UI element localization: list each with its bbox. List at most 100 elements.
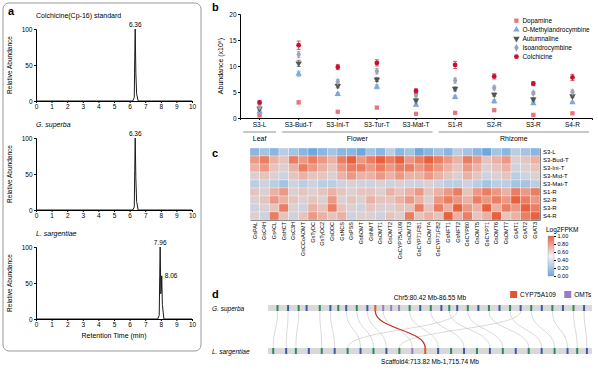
y-axis: 050100 [22, 244, 37, 323]
tick: 0.80 [554, 241, 568, 247]
series [257, 51, 574, 111]
point [452, 93, 458, 99]
gene [440, 305, 442, 311]
tick: 8 [159, 319, 163, 328]
point [492, 74, 497, 79]
cell [356, 196, 366, 204]
legend-label: Isoandrocymbine [522, 44, 572, 52]
gene [488, 305, 490, 311]
cell [472, 156, 482, 164]
cell [424, 188, 434, 196]
cell [279, 188, 289, 196]
tick: 10 [229, 63, 240, 70]
cell [347, 212, 357, 220]
gene [398, 305, 400, 311]
cell [414, 196, 424, 204]
cell [356, 212, 366, 220]
tick-label: S3-Ini-T [543, 165, 565, 171]
legend-label: OMTs [574, 291, 592, 298]
cell [472, 148, 482, 156]
gene [385, 348, 387, 354]
tick: GsAT1 [513, 220, 519, 239]
tick-mark [34, 210, 36, 211]
gene [285, 348, 287, 354]
tick-mark [34, 174, 36, 175]
tick: GsOMT5 [474, 220, 480, 244]
cell [347, 156, 357, 164]
tick-label: 4 [97, 321, 101, 328]
cell [530, 172, 540, 180]
cell [501, 156, 511, 164]
tick-mark [554, 252, 556, 253]
cell [395, 164, 405, 172]
tick-label: GsCYP71FB1 [416, 222, 422, 257]
legend: DopamineO-MethylandrocymbineAutumnalineI… [513, 17, 590, 60]
peak-label: 7.96 [154, 239, 167, 246]
cell [472, 180, 482, 188]
cell [260, 156, 270, 164]
tick-label: 2 [66, 321, 70, 328]
cell [318, 188, 328, 196]
synteny-link [531, 311, 554, 348]
cell [463, 148, 473, 156]
cell [511, 172, 521, 180]
tick: 3 [81, 319, 85, 328]
species-label: L. sargentiae [212, 348, 250, 356]
tick-label: GsCYP75A109 [397, 222, 403, 259]
tick-label: GsOMT7 [503, 222, 509, 244]
point [374, 60, 379, 65]
cell [250, 212, 260, 220]
cell [289, 196, 299, 204]
legend-label: O-Methylandrocymbine [522, 26, 590, 34]
cell [453, 204, 463, 212]
tick: 8 [159, 101, 163, 110]
cell [472, 196, 482, 204]
tick-label: 9 [175, 212, 179, 219]
tick-label: 50 [25, 62, 33, 69]
tick-label: GsCYP71 [484, 222, 490, 246]
cell [434, 180, 444, 188]
tick-label: 50 [25, 280, 33, 287]
gene [551, 305, 553, 311]
cell [356, 180, 366, 188]
tick: S4-R [565, 118, 580, 128]
tick-label: GsTyDC [310, 222, 316, 243]
cell [511, 212, 521, 220]
synteny-link [510, 311, 542, 348]
tick-label: GsOMT6 [493, 222, 499, 244]
cell [405, 164, 415, 172]
cell [453, 148, 463, 156]
cell [453, 212, 463, 220]
cell [434, 148, 444, 156]
cell [463, 164, 473, 172]
peak-label: 8.06 [165, 272, 178, 279]
point [453, 77, 458, 85]
synteny-link [346, 311, 360, 348]
tick-label: GsAT3 [532, 222, 538, 239]
cell [298, 188, 308, 196]
tick-label: S3-R [526, 121, 541, 128]
tick: 0.20 [554, 265, 568, 271]
cell [492, 172, 502, 180]
tick: GsCYP71 [484, 220, 490, 246]
tick-label: GsOMT3 [406, 222, 412, 244]
series [257, 41, 575, 105]
species-label: G. superba [212, 305, 245, 313]
tick-label: GsC3H [290, 222, 296, 240]
cell [414, 148, 424, 156]
tick: 0 [29, 98, 36, 105]
tick-label: GsNMT [368, 221, 374, 241]
tick-label: 0 [35, 103, 39, 110]
chromatogram-line [36, 247, 192, 319]
x-axis: GsPALGsC4HGs4CLGsHCTGsC3HGsCCoAOMTGsTyDC… [251, 220, 541, 259]
cell [289, 148, 299, 156]
tick: 9 [175, 210, 179, 219]
axis-line [555, 237, 557, 277]
cell [385, 148, 395, 156]
cell [337, 156, 347, 164]
error-bar [297, 51, 301, 57]
tick: 7 [144, 319, 148, 328]
tick: GsOMT1 [377, 220, 383, 244]
tick: GsTyDC [310, 220, 316, 243]
synteny-link [296, 311, 299, 348]
